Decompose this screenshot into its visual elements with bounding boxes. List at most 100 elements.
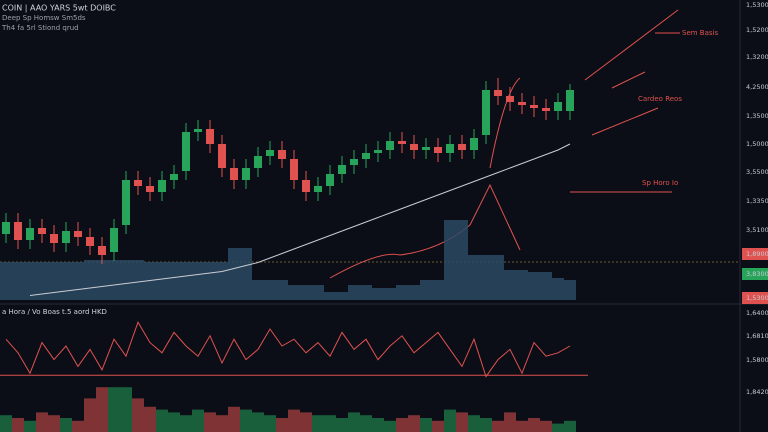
price-badge <box>742 248 768 260</box>
annotation: Cardeo Reos <box>638 95 682 103</box>
axis-label: 1,3200 <box>746 53 768 61</box>
volume-bar <box>192 262 204 300</box>
candle-body <box>554 102 562 111</box>
volume-bar <box>24 262 36 300</box>
histogram-bar <box>108 387 120 432</box>
candle-body <box>14 222 22 240</box>
histogram-bar <box>180 415 192 432</box>
candle-body <box>494 90 502 96</box>
candle-body <box>218 144 226 168</box>
candle-body <box>410 144 418 150</box>
candle-body <box>230 168 238 180</box>
volume-bar <box>408 285 420 300</box>
volume-bar <box>120 260 132 300</box>
histogram-bar <box>420 418 432 432</box>
histogram-bar <box>348 412 360 432</box>
candle-body <box>62 231 70 243</box>
candle-body <box>182 132 190 171</box>
candle-body <box>50 234 58 243</box>
histogram-bar <box>240 409 252 432</box>
volume-bar <box>108 260 120 300</box>
histogram-bar <box>516 420 528 432</box>
volume-bar <box>480 255 492 300</box>
histogram-bar <box>168 412 180 432</box>
candle-body <box>458 144 466 150</box>
volume-bar <box>492 255 504 300</box>
volume-bar <box>360 285 372 300</box>
oscillator-line <box>5 321 571 378</box>
price-badge <box>742 292 768 304</box>
volume-bar <box>84 260 96 300</box>
axis-label: 1,5200 <box>746 26 768 34</box>
candle-body <box>194 129 202 132</box>
moving-average <box>29 143 571 296</box>
histogram-bar <box>312 415 324 432</box>
candle-body <box>254 156 262 168</box>
candle-body <box>386 141 394 150</box>
volume-bar <box>72 262 84 300</box>
histogram-bar <box>60 418 72 432</box>
candle-body <box>434 147 442 153</box>
candle-body <box>98 246 106 255</box>
candle-body <box>110 228 118 252</box>
annotation: Sp Horo Io <box>642 179 678 187</box>
candle-body <box>350 159 358 165</box>
volume-bar <box>552 278 564 300</box>
volume-bar <box>324 292 336 300</box>
volume-bar <box>564 280 576 300</box>
histogram-bar <box>504 412 516 432</box>
candle-body <box>374 150 382 153</box>
volume-bar <box>204 262 216 300</box>
volume-bar <box>420 280 432 300</box>
axis-label: 1,3350 <box>746 197 768 205</box>
volume-bar <box>396 285 408 300</box>
histogram-bar <box>120 387 132 432</box>
axis-label: 3,8300 <box>746 270 768 278</box>
volume-bar <box>36 262 48 300</box>
axis-label: 1,6400 <box>746 309 768 317</box>
histogram-bar <box>216 415 228 432</box>
histogram-bar <box>252 412 264 432</box>
histogram-bar <box>144 406 156 432</box>
candle-body <box>482 90 490 135</box>
volume-bar <box>348 285 360 300</box>
volume-bar <box>300 285 312 300</box>
candle-body <box>422 147 430 150</box>
volume-bar <box>96 260 108 300</box>
axis-label: 4,2500 <box>746 83 768 91</box>
histogram-bar <box>540 420 552 432</box>
candle-body <box>506 96 514 102</box>
candle-body <box>314 186 322 192</box>
candle-body <box>38 228 46 234</box>
candle-body <box>530 105 538 108</box>
volume-bar <box>48 262 60 300</box>
volume-bar <box>156 262 168 300</box>
candle-body <box>326 174 334 186</box>
histogram-bar <box>132 398 144 432</box>
volume-bar <box>516 270 528 300</box>
histogram-bar <box>0 415 12 432</box>
axis-label: 1,8420 <box>746 388 768 396</box>
axis-label: 1,6810 <box>746 332 768 340</box>
axis-label: 3,5100 <box>746 226 768 234</box>
candle-body <box>158 180 166 192</box>
histogram-bar <box>36 412 48 432</box>
panel-title: a Hora / Vo Boas t.5 aord HKD <box>2 308 107 316</box>
chart-subtitle: Deep Sp Homsw Sm5ds <box>2 14 86 22</box>
candle-body <box>302 180 310 192</box>
candle-body <box>278 150 286 159</box>
histogram-bar <box>408 415 420 432</box>
volume-bar <box>264 280 276 300</box>
histogram-bar <box>564 420 576 432</box>
volume-bar <box>216 262 228 300</box>
volume-bar <box>444 220 456 300</box>
volume-bar <box>336 292 348 300</box>
volume-bar <box>252 280 264 300</box>
price-badge <box>742 268 768 280</box>
histogram-bar <box>468 415 480 432</box>
histogram-bar <box>360 415 372 432</box>
histogram-bar <box>552 423 564 432</box>
axis-label: 1,5300 <box>746 294 768 302</box>
axis-label: 1,5000 <box>746 140 768 148</box>
